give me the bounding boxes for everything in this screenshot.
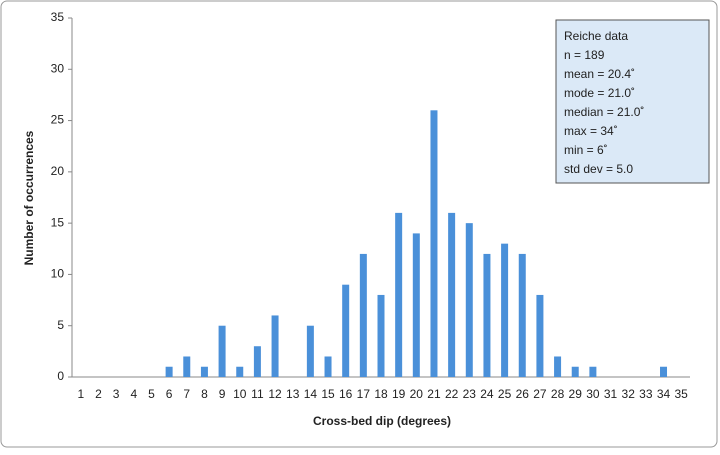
bar: [483, 253, 491, 377]
x-tick-label: 11: [251, 387, 264, 401]
y-tick-label: 0: [57, 369, 64, 383]
bar: [660, 366, 668, 377]
x-tick-label: 14: [304, 387, 318, 401]
x-tick-label: 8: [201, 387, 208, 401]
bar: [536, 294, 544, 377]
bar: [448, 212, 456, 377]
bar: [554, 356, 562, 377]
annotation-line: Reiche data: [564, 29, 628, 43]
bar: [395, 212, 403, 377]
y-tick-label: 30: [51, 61, 65, 75]
bar: [236, 366, 244, 377]
bar: [518, 253, 526, 377]
y-tick-label: 5: [57, 318, 64, 332]
x-tick-label: 5: [148, 387, 155, 401]
bar: [306, 325, 314, 377]
annotation-line: median = 21.0˚: [564, 105, 644, 119]
bar: [359, 253, 367, 377]
y-tick-label: 15: [51, 215, 65, 229]
annotation-line: mode = 21.0˚: [564, 86, 635, 100]
bar: [183, 356, 191, 377]
y-tick-label: 35: [51, 10, 65, 24]
x-tick-label: 20: [410, 387, 424, 401]
annotation-line: min = 6˚: [564, 143, 608, 157]
x-tick-label: 24: [480, 387, 494, 401]
x-axis-title: Cross-bed dip (degrees): [313, 414, 451, 428]
x-tick-label: 9: [219, 387, 226, 401]
y-tick-label: 25: [51, 113, 65, 127]
x-tick-label: 2: [95, 387, 102, 401]
x-tick-label: 13: [286, 387, 300, 401]
x-tick-label: 16: [339, 387, 353, 401]
x-tick-label: 23: [463, 387, 477, 401]
y-axis-title: Number of occurrences: [22, 130, 36, 265]
x-tick-label: 22: [445, 387, 459, 401]
annotation-box: [555, 19, 710, 184]
x-tick-label: 6: [166, 387, 173, 401]
x-tick-label: 21: [427, 387, 441, 401]
x-tick-label: 12: [268, 387, 282, 401]
bar: [501, 243, 509, 377]
bar: [589, 366, 597, 377]
y-tick-label: 20: [51, 164, 65, 178]
bar: [571, 366, 579, 377]
x-tick-label: 10: [233, 387, 247, 401]
annotation-line: mean = 20.4˚: [564, 67, 635, 81]
annotation-line: std dev = 5.0: [564, 162, 633, 176]
x-tick-label: 3: [113, 387, 120, 401]
x-tick-label: 17: [357, 387, 371, 401]
bar: [253, 346, 261, 377]
x-tick-label: 15: [321, 387, 335, 401]
x-tick-label: 18: [374, 387, 388, 401]
bar: [377, 294, 385, 377]
x-tick-label: 29: [569, 387, 583, 401]
bar: [465, 223, 473, 377]
bar: [324, 356, 332, 377]
x-tick-label: 4: [130, 387, 137, 401]
annotation-line: max = 34˚: [564, 124, 618, 138]
y-tick-label: 10: [51, 267, 65, 281]
x-tick-label: 30: [586, 387, 600, 401]
x-tick-label: 25: [498, 387, 512, 401]
x-tick-label: 33: [639, 387, 653, 401]
x-tick-label: 7: [183, 387, 190, 401]
bar: [218, 325, 226, 377]
bar: [342, 284, 350, 377]
x-tick-label: 1: [77, 387, 84, 401]
x-tick-label: 34: [657, 387, 671, 401]
x-tick-label: 19: [392, 387, 406, 401]
x-tick-label: 31: [604, 387, 618, 401]
bar: [271, 315, 279, 377]
x-tick-label: 35: [674, 387, 688, 401]
annotation-line: n = 189: [564, 48, 605, 62]
bar: [165, 366, 173, 377]
x-tick-label: 32: [622, 387, 636, 401]
bar: [412, 233, 420, 377]
x-tick-label: 27: [533, 387, 547, 401]
bar: [200, 366, 208, 377]
x-tick-label: 28: [551, 387, 565, 401]
x-tick-label: 26: [516, 387, 530, 401]
bar: [430, 110, 438, 378]
